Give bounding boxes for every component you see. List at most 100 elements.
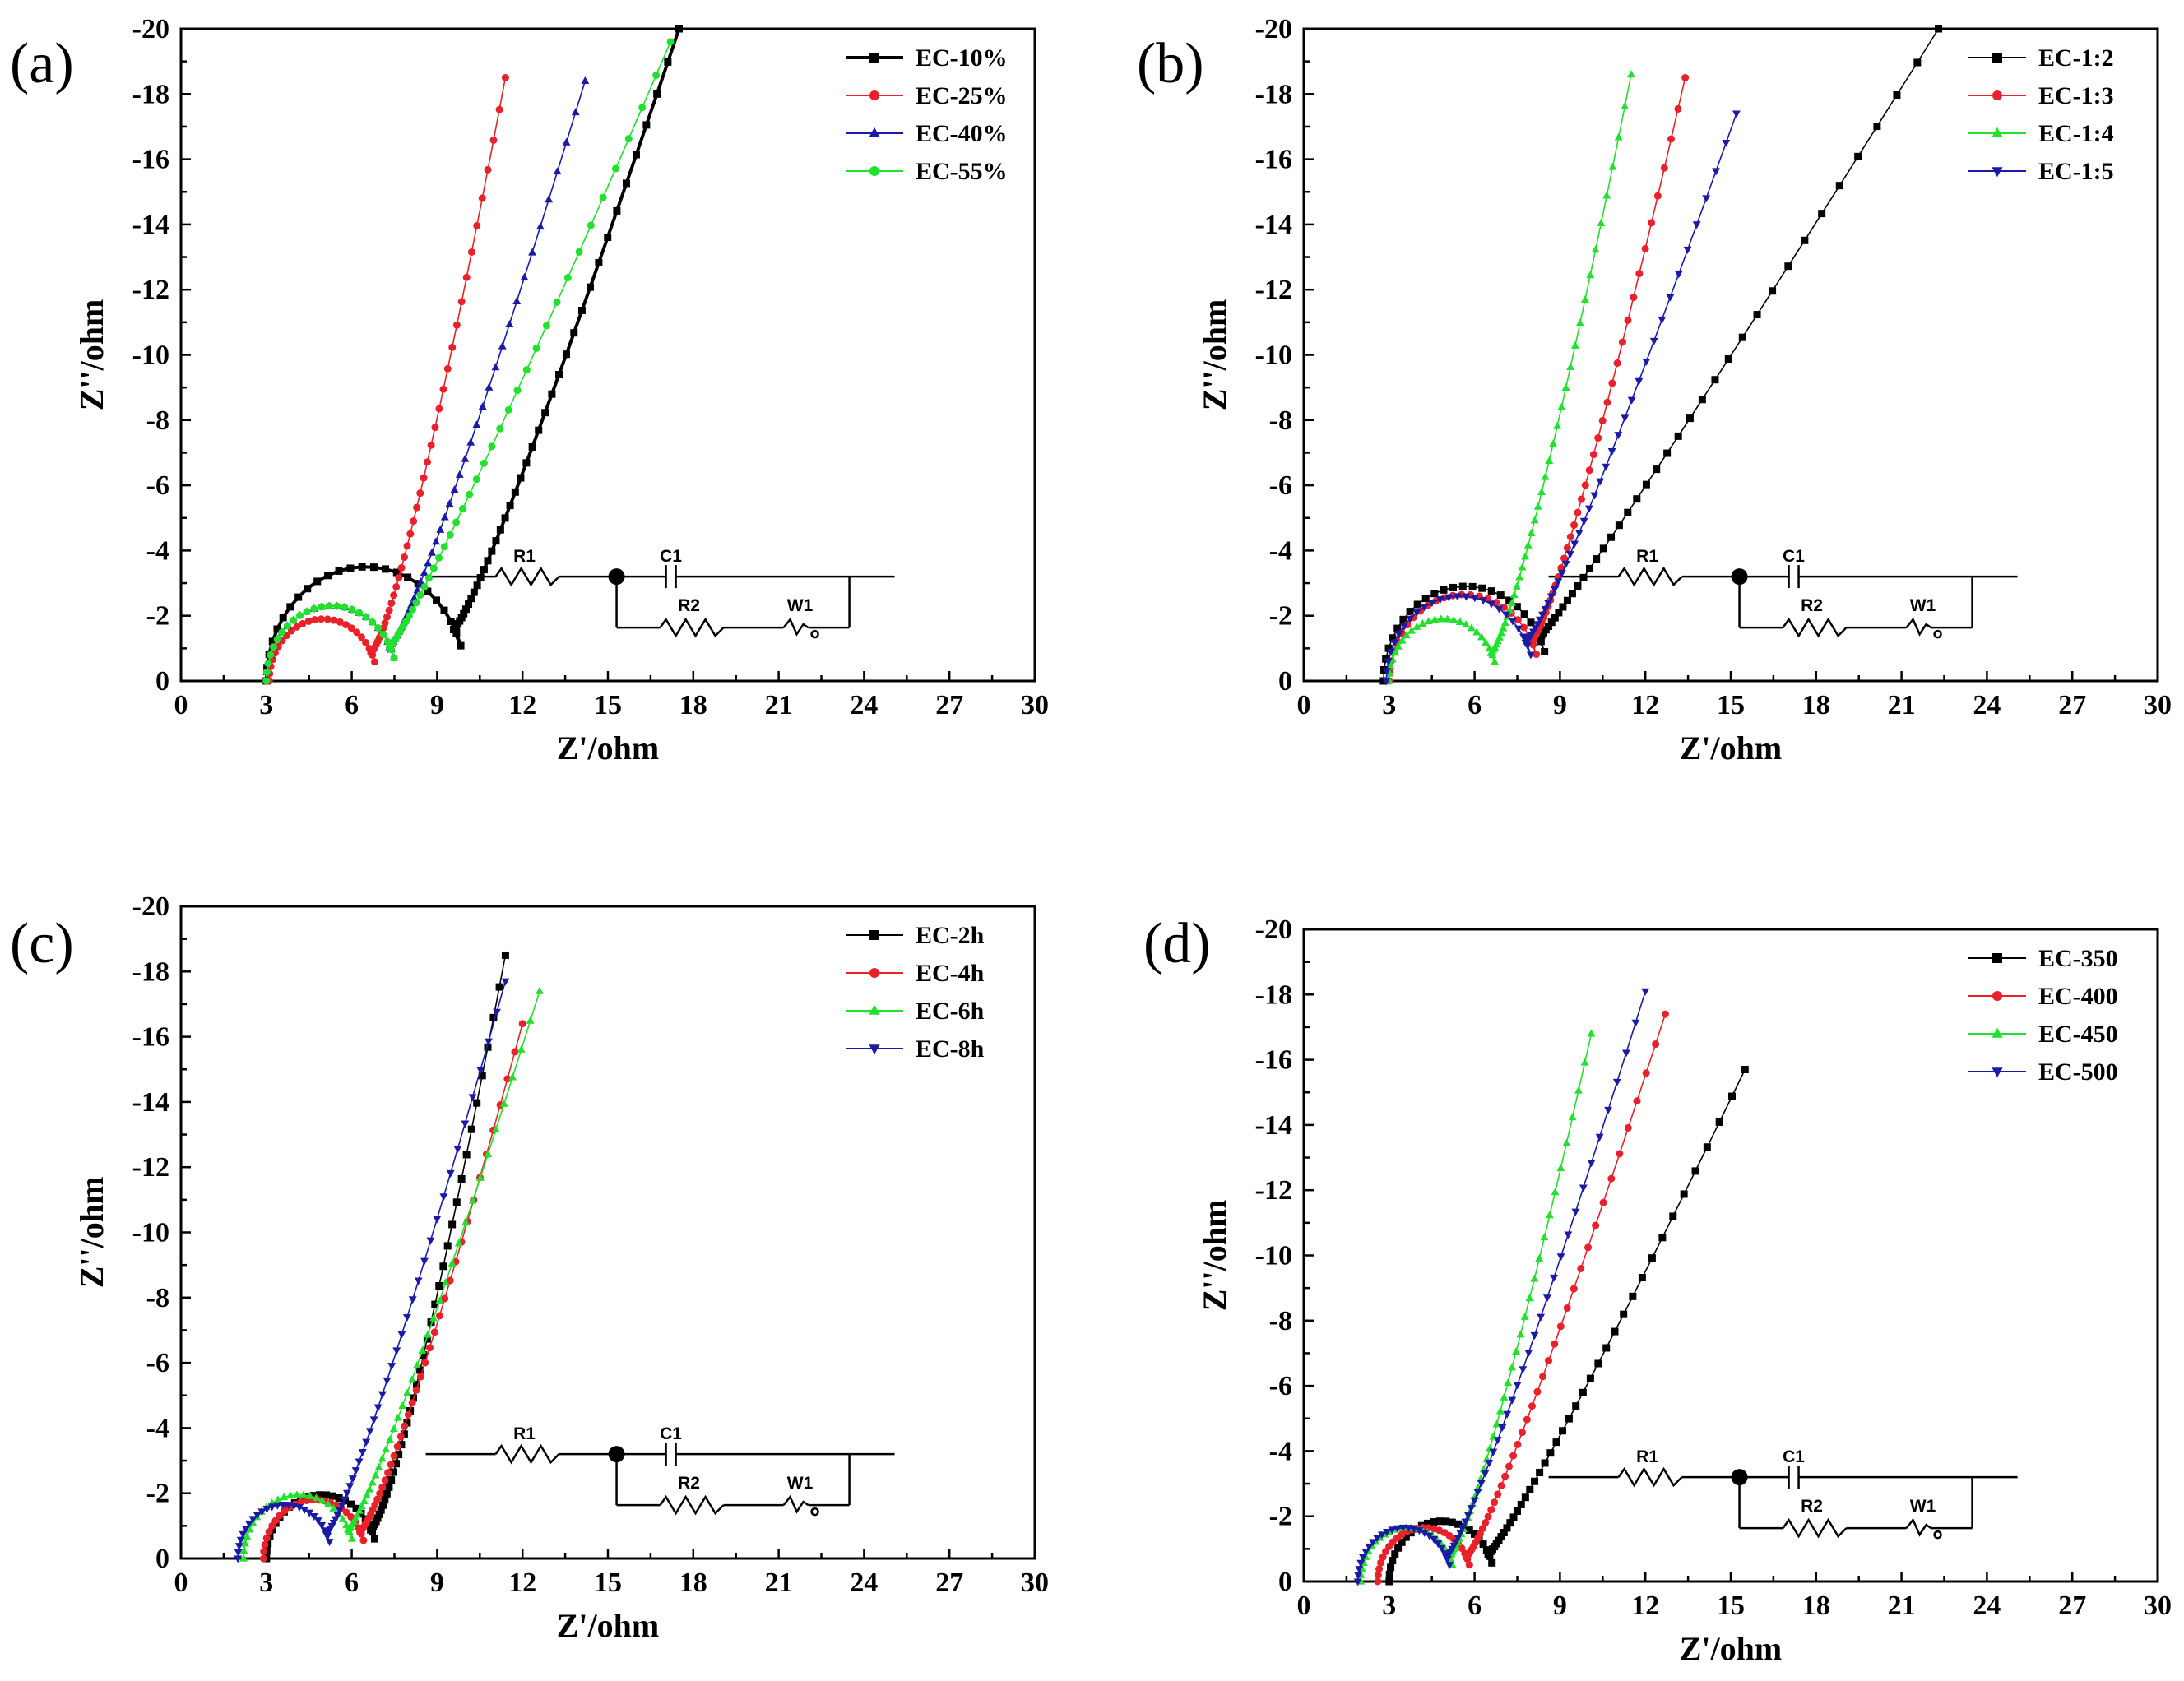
- circuit-label-r2: R2: [1801, 596, 1823, 615]
- data-point: [365, 1428, 374, 1436]
- y-tick-label: -2: [1269, 1502, 1292, 1532]
- legend-marker: [1992, 167, 2003, 178]
- x-axis-label: Z'/ohm: [1680, 1630, 1782, 1667]
- data-point: [342, 1508, 350, 1517]
- data-point: [241, 1526, 250, 1534]
- data-point: [622, 179, 630, 188]
- data-point: [408, 1399, 416, 1407]
- data-point: [1556, 1164, 1565, 1172]
- data-point: [454, 1239, 463, 1247]
- data-point: [1509, 1513, 1518, 1521]
- data-point: [265, 1528, 273, 1536]
- data-point: [1389, 1557, 1397, 1565]
- data-point: [280, 1493, 289, 1501]
- data-point: [562, 137, 571, 146]
- data-point: [428, 548, 436, 556]
- data-point: [536, 222, 545, 230]
- data-point: [1533, 1387, 1542, 1396]
- data-point: [1545, 456, 1554, 465]
- data-point: [439, 1193, 448, 1202]
- y-tick-label: -8: [1269, 1306, 1292, 1336]
- data-point: [1477, 1480, 1486, 1488]
- resistor-r1-symbol: [494, 1443, 560, 1465]
- series-line: [1356, 991, 1646, 1582]
- data-point: [337, 1502, 346, 1510]
- data-point: [387, 1363, 396, 1371]
- data-point: [446, 1276, 454, 1285]
- data-point: [1631, 1019, 1640, 1027]
- data-point: [1669, 1212, 1677, 1220]
- data-point: [1361, 1549, 1370, 1557]
- series-line: [1389, 1069, 1746, 1582]
- data-point: [424, 574, 433, 582]
- data-point: [1530, 1331, 1539, 1340]
- x-tick-label: 3: [1382, 1591, 1396, 1621]
- data-point: [413, 1361, 421, 1369]
- circuit-label-w1: W1: [1910, 596, 1936, 615]
- data-point: [506, 502, 514, 510]
- data-point: [355, 1506, 364, 1514]
- resistor-r1-symbol: [1617, 1466, 1683, 1488]
- data-point: [1389, 634, 1397, 642]
- data-point: [652, 72, 661, 80]
- data-point: [1495, 1406, 1505, 1415]
- y-tick-label: -10: [1255, 1241, 1292, 1271]
- data-point: [1613, 359, 1621, 368]
- x-tick-label: 27: [935, 690, 963, 720]
- data-point: [1509, 1452, 1518, 1460]
- data-point: [1393, 1525, 1402, 1533]
- data-point: [1666, 294, 1675, 302]
- data-point: [279, 614, 287, 622]
- data-point: [262, 1505, 271, 1513]
- data-point: [351, 1467, 360, 1475]
- data-point: [1579, 573, 1588, 581]
- data-point: [452, 1198, 461, 1206]
- data-point: [1574, 530, 1584, 538]
- data-point: [1587, 1160, 1596, 1168]
- data-point: [1418, 618, 1427, 627]
- data-point: [528, 442, 536, 451]
- data-point: [1580, 1058, 1589, 1066]
- data-point: [1468, 582, 1477, 590]
- data-point: [1658, 1234, 1667, 1242]
- data-point: [286, 603, 294, 611]
- data-point: [478, 194, 486, 202]
- data-point: [1635, 270, 1644, 278]
- data-point: [467, 1125, 475, 1133]
- data-point: [432, 537, 440, 545]
- legend-marker: [869, 166, 879, 176]
- warburg-w1-symbol: [782, 1494, 809, 1514]
- data-point: [429, 564, 438, 572]
- data-point: [382, 1445, 391, 1453]
- data-point: [323, 615, 332, 623]
- data-point: [1648, 1254, 1656, 1262]
- data-point: [611, 164, 619, 173]
- data-point: [435, 1296, 444, 1304]
- data-point: [1595, 1133, 1604, 1142]
- data-point: [1425, 1532, 1434, 1540]
- data-point: [1541, 605, 1550, 614]
- data-point: [1493, 637, 1502, 645]
- data-point: [1570, 340, 1579, 349]
- data-point: [467, 595, 475, 603]
- data-point: [1584, 1243, 1593, 1252]
- series-EC-4h: [259, 1020, 526, 1563]
- data-point: [1449, 583, 1458, 591]
- data-point: [1818, 210, 1826, 218]
- data-point: [1356, 1559, 1366, 1568]
- equivalent-circuit: R1 C1 R2 W1: [425, 547, 895, 639]
- y-axis-label: Z''/ohm: [73, 299, 110, 411]
- data-point: [512, 297, 522, 305]
- data-point: [340, 1496, 349, 1504]
- data-point: [430, 1328, 438, 1336]
- data-point: [342, 1489, 351, 1498]
- data-point: [1479, 597, 1488, 605]
- data-point: [408, 605, 416, 614]
- data-point: [1568, 590, 1576, 598]
- data-point: [1607, 447, 1616, 456]
- data-point: [413, 503, 421, 512]
- data-point: [362, 613, 370, 621]
- data-point: [1579, 1388, 1587, 1396]
- data-point: [234, 1555, 243, 1563]
